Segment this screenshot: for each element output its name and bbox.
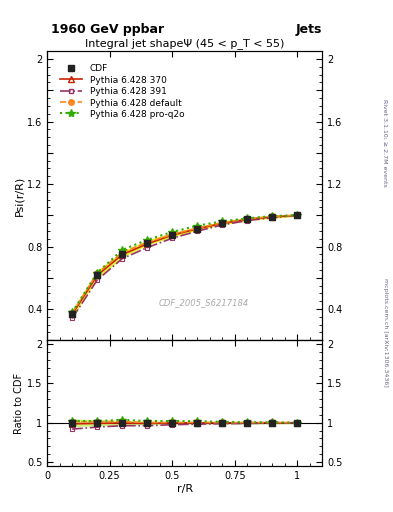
Text: Rivet 3.1.10; ≥ 2.7M events: Rivet 3.1.10; ≥ 2.7M events: [383, 99, 387, 187]
Legend: CDF, Pythia 6.428 370, Pythia 6.428 391, Pythia 6.428 default, Pythia 6.428 pro-: CDF, Pythia 6.428 370, Pythia 6.428 391,…: [57, 61, 187, 121]
X-axis label: r/R: r/R: [176, 483, 193, 494]
Text: mcplots.cern.ch [arXiv:1306.3436]: mcplots.cern.ch [arXiv:1306.3436]: [383, 279, 387, 387]
Text: Jets: Jets: [296, 23, 322, 36]
Y-axis label: Ratio to CDF: Ratio to CDF: [14, 373, 24, 434]
Y-axis label: Psi(r/R): Psi(r/R): [14, 176, 24, 216]
Title: Integral jet shapeΨ (45 < p_T < 55): Integral jet shapeΨ (45 < p_T < 55): [85, 38, 285, 49]
Text: CDF_2005_S6217184: CDF_2005_S6217184: [159, 298, 249, 308]
Text: 1960 GeV ppbar: 1960 GeV ppbar: [51, 23, 164, 36]
